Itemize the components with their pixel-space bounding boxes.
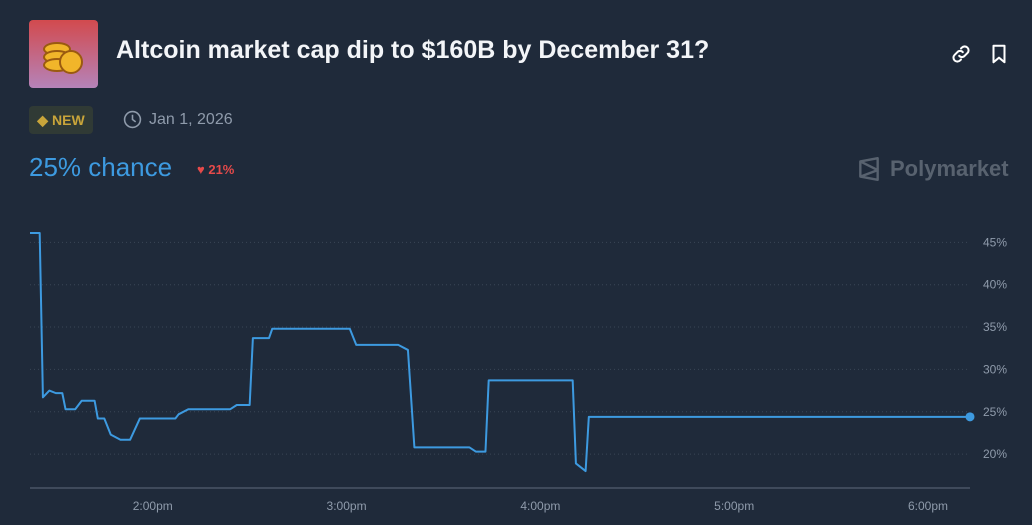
y-tick-label: 45% bbox=[983, 235, 1007, 249]
clock-icon bbox=[123, 110, 142, 129]
delta-value: 21% bbox=[208, 162, 235, 177]
polymarket-brand: Polymarket bbox=[856, 156, 1009, 182]
bookmark-icon[interactable] bbox=[988, 43, 1010, 65]
x-tick-label: 4:00pm bbox=[520, 499, 560, 513]
end-date: Jan 1, 2026 bbox=[123, 110, 233, 129]
badge-label: NEW bbox=[52, 112, 85, 128]
brand-label: Polymarket bbox=[890, 156, 1009, 181]
chance-delta: ♥ 21% bbox=[197, 162, 234, 177]
price-chart: 20% 25% 30% 35% 40% 45% 2:00pm 3:00pm 4:00pm 5:00… bbox=[30, 232, 1007, 513]
current-point bbox=[965, 412, 975, 422]
x-tick-label: 6:00pm bbox=[908, 499, 948, 513]
y-tick-label: 35% bbox=[983, 320, 1007, 334]
x-tick-label: 5:00pm bbox=[714, 499, 754, 513]
market-title: Altcoin market cap dip to $160B by Decem… bbox=[116, 36, 710, 64]
new-badge: ◆ NEW bbox=[29, 106, 93, 134]
price-line bbox=[30, 232, 970, 473]
link-icon[interactable] bbox=[950, 43, 972, 65]
y-tick-label: 20% bbox=[983, 447, 1007, 461]
y-tick-label: 30% bbox=[983, 362, 1007, 376]
market-logo bbox=[29, 20, 98, 88]
caret-down-icon: ♥ bbox=[197, 162, 205, 177]
y-tick-label: 40% bbox=[983, 278, 1007, 292]
x-tick-label: 2:00pm bbox=[133, 499, 173, 513]
polymarket-logo-icon bbox=[859, 156, 879, 182]
diamond-icon: ◆ bbox=[37, 111, 49, 128]
x-tick-label: 3:00pm bbox=[327, 499, 367, 513]
chance-value: 25% chance bbox=[29, 152, 173, 182]
y-tick-label: 25% bbox=[983, 405, 1007, 419]
date-label: Jan 1, 2026 bbox=[149, 110, 233, 128]
